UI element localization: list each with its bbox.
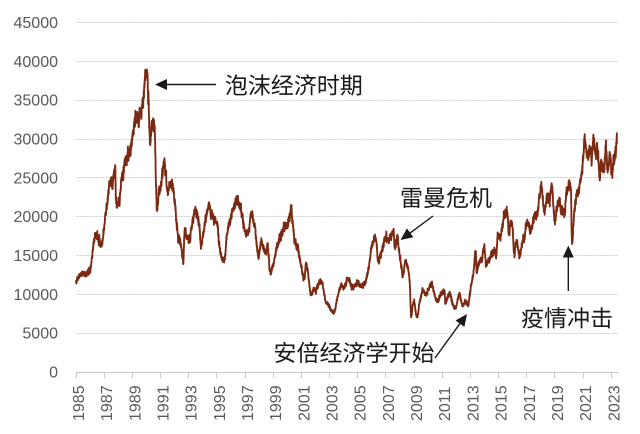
svg-text:2005: 2005 [353,385,370,421]
svg-text:25000: 25000 [14,170,59,187]
svg-text:20000: 20000 [14,209,59,226]
svg-text:1989: 1989 [127,385,144,421]
svg-text:1985: 1985 [71,385,88,421]
svg-text:2023: 2023 [606,385,623,421]
svg-text:2003: 2003 [325,385,342,421]
svg-text:40000: 40000 [14,54,59,71]
svg-text:1991: 1991 [156,385,173,421]
svg-text:0: 0 [49,365,58,382]
svg-text:1995: 1995 [212,385,229,421]
svg-text:2021: 2021 [578,385,595,421]
svg-text:35000: 35000 [14,93,59,110]
svg-text:2019: 2019 [550,385,567,421]
svg-text:1999: 1999 [268,385,285,421]
svg-text:10000: 10000 [14,287,59,304]
svg-text:2017: 2017 [522,385,539,421]
svg-text:45000: 45000 [14,15,59,32]
svg-text:15000: 15000 [14,248,59,265]
svg-text:2009: 2009 [409,385,426,421]
svg-text:1993: 1993 [184,385,201,421]
svg-text:5000: 5000 [22,326,58,343]
svg-text:2015: 2015 [494,385,511,421]
svg-text:1987: 1987 [99,385,116,421]
svg-text:1997: 1997 [240,385,257,421]
svg-text:2013: 2013 [465,385,482,421]
svg-text:2007: 2007 [381,385,398,421]
svg-text:30000: 30000 [14,132,59,149]
svg-text:2011: 2011 [437,386,454,421]
svg-text:2001: 2001 [296,385,313,421]
